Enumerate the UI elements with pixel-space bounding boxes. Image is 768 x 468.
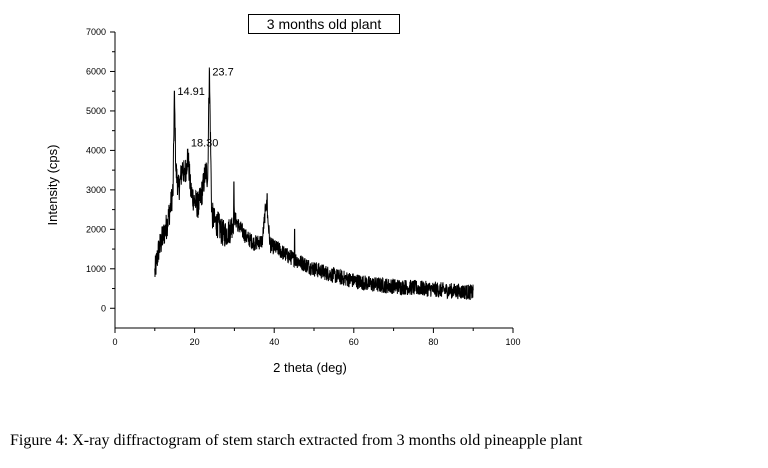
peak-annotation: 23.7 <box>212 66 233 78</box>
x-tick-label: 40 <box>269 337 279 347</box>
series-layer <box>154 67 474 300</box>
x-tick-label: 60 <box>349 337 359 347</box>
y-tick-label: 6000 <box>86 66 106 76</box>
axes <box>114 32 513 329</box>
x-tick-label: 80 <box>428 337 438 347</box>
y-tick-label: 7000 <box>86 27 106 37</box>
x-tick-label: 20 <box>190 337 200 347</box>
y-tick-label: 4000 <box>86 145 106 155</box>
peak-annotation: 18.30 <box>191 137 219 149</box>
series-line <box>154 67 474 300</box>
tick-labels: 0 20 40 60 80 1000100020003000400050006000700… <box>86 27 521 347</box>
annotations-layer: 14.91 18.30 23.7 <box>177 66 233 149</box>
y-tick-label: 5000 <box>86 106 106 116</box>
tick-marks <box>110 31 514 333</box>
chart-title: 3 months old plant <box>248 14 400 34</box>
x-tick-label: 0 <box>112 337 117 347</box>
x-axis-label: 2 theta (deg) <box>273 360 347 375</box>
y-tick-label: 0 <box>101 303 106 313</box>
peak-annotation: 14.91 <box>177 86 205 98</box>
y-tick-label: 2000 <box>86 224 106 234</box>
y-tick-label: 1000 <box>86 264 106 274</box>
y-tick-label: 3000 <box>86 185 106 195</box>
figure-caption: Figure 4: X-ray diffractogram of stem st… <box>10 432 583 449</box>
y-axis-label: Intensity (cps) <box>45 145 60 226</box>
x-tick-label: 100 <box>505 337 520 347</box>
